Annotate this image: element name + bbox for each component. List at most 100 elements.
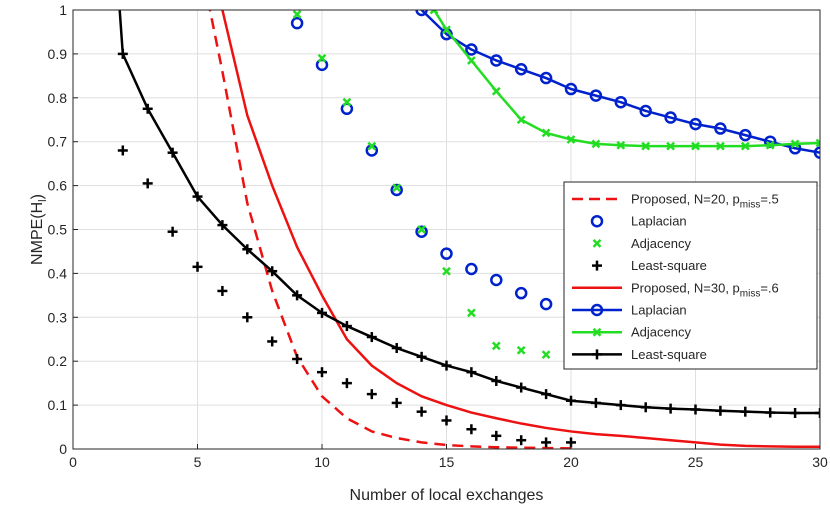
legend-item-0: Proposed, N=20, pmiss=.5 (572, 192, 779, 211)
series-1 (290, 16, 578, 317)
marker-stroke (691, 141, 700, 151)
data-point (614, 95, 628, 109)
series-line (221, 10, 820, 449)
data-point (591, 139, 601, 149)
data-point (541, 350, 551, 359)
data-point (490, 273, 503, 287)
data-point (491, 430, 502, 441)
x-axis-label: Number of local exchanges (350, 487, 544, 504)
data-point (442, 25, 451, 35)
data-point (491, 375, 502, 386)
data-point (290, 16, 304, 30)
data-point (813, 146, 820, 159)
data-point (366, 332, 377, 343)
data-point (815, 138, 820, 148)
marker-stroke (432, 10, 439, 15)
data-point (317, 53, 327, 63)
data-point (640, 402, 651, 413)
marker-stroke (666, 141, 675, 151)
data-point (815, 408, 820, 419)
marker-stroke (592, 239, 602, 248)
data-point (341, 321, 352, 332)
data-point (541, 128, 551, 138)
data-point (715, 405, 726, 416)
data-point (541, 389, 552, 400)
data-point (765, 407, 776, 418)
data-point (716, 141, 725, 151)
data-point (740, 406, 751, 417)
data-point (167, 147, 178, 158)
data-point (516, 115, 526, 125)
data-point (467, 56, 476, 65)
x-tick-label: 25 (688, 454, 704, 470)
data-point (292, 290, 303, 301)
legend-label-tail: =.5 (760, 192, 778, 207)
data-point (589, 89, 603, 102)
data-point (641, 141, 651, 151)
x-tick-label: 10 (314, 454, 330, 470)
marker-stroke (541, 350, 551, 359)
legend-label-main: Proposed, N=20, p (631, 192, 740, 207)
data-point (566, 135, 576, 144)
data-point (765, 140, 775, 150)
legend-item-7: Least-square (572, 347, 707, 362)
marker-stroke (815, 141, 820, 148)
data-point (440, 247, 453, 260)
data-point (317, 307, 327, 318)
y-tick-label: 0.4 (48, 265, 68, 281)
series-6 (429, 10, 820, 151)
marker-stroke (442, 266, 451, 276)
data-point (142, 103, 153, 114)
marker-stroke (292, 10, 302, 19)
data-point (192, 191, 203, 202)
marker-stroke (429, 10, 436, 15)
marker-stroke (467, 308, 476, 318)
series-layer (117, 10, 820, 449)
data-point (539, 297, 553, 311)
marker-stroke (342, 97, 352, 107)
marker-stroke (491, 86, 501, 96)
data-point (317, 367, 327, 378)
data-point (690, 404, 701, 415)
data-point (514, 63, 528, 76)
data-point (217, 285, 228, 296)
series-0 (208, 10, 572, 449)
data-point (740, 141, 750, 151)
x-tick-label: 20 (563, 454, 579, 470)
series-line (432, 10, 820, 148)
data-point (267, 336, 278, 347)
data-point (366, 389, 377, 400)
data-point (616, 140, 626, 150)
data-point (566, 395, 576, 406)
data-point (714, 122, 727, 135)
x-tick-label: 15 (439, 454, 455, 470)
legend-item-3: Least-square (592, 258, 707, 273)
data-point (539, 71, 553, 85)
data-point (790, 408, 801, 419)
marker-stroke (516, 115, 526, 125)
marker-stroke (442, 25, 451, 35)
data-point (192, 261, 203, 272)
y-tick-label: 0.1 (48, 397, 68, 413)
marker-stroke (541, 128, 551, 138)
data-point (467, 308, 476, 318)
data-point (367, 141, 377, 151)
legend-box (563, 181, 818, 370)
data-point (516, 345, 526, 355)
data-point (615, 400, 626, 411)
data-point (490, 54, 503, 67)
marker-stroke (516, 345, 526, 355)
legend-swatch-marker (592, 349, 602, 360)
marker-stroke (317, 53, 327, 63)
y-tick-label: 0.9 (48, 46, 68, 62)
data-point (242, 312, 253, 323)
data-point (441, 360, 452, 371)
data-point (416, 351, 427, 362)
data-point (442, 266, 451, 276)
legend-label-sub: miss (740, 200, 761, 211)
legend-swatch-marker (592, 239, 602, 248)
data-point (665, 403, 676, 414)
legend-item-2: Adjacency (592, 236, 691, 251)
data-point (790, 139, 800, 149)
